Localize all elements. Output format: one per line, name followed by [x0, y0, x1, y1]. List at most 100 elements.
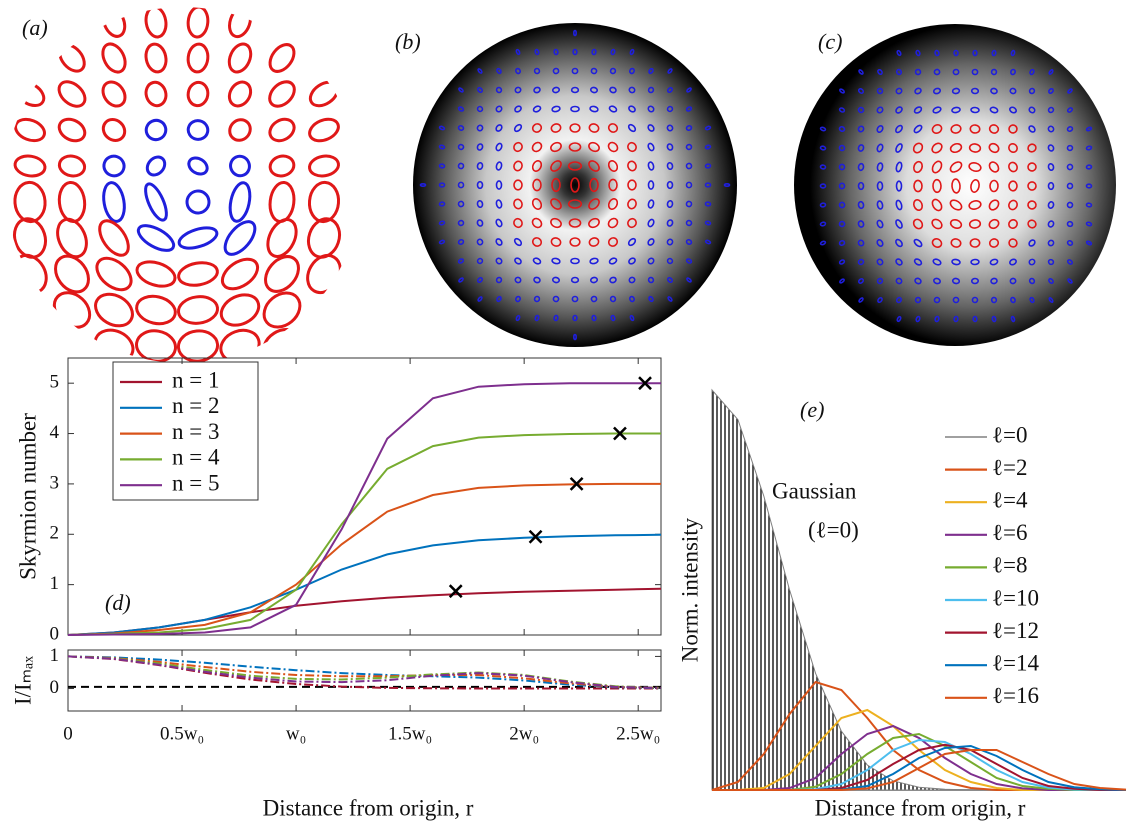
- legend-label: ℓ=8: [992, 553, 1028, 578]
- legend-label: ℓ=16: [992, 683, 1039, 708]
- legend-label: ℓ=6: [992, 520, 1028, 545]
- panel-label: (c): [818, 29, 842, 54]
- polarization-ellipse: [7, 250, 52, 299]
- polarization-ellipse: [144, 6, 168, 39]
- polarization-ellipse: [49, 250, 96, 299]
- polarization-ellipse: [257, 323, 306, 369]
- y-tick-label: 1: [50, 645, 60, 666]
- polarization-ellipse: [91, 252, 137, 296]
- polarization-ellipse: [306, 115, 341, 145]
- polarization-ellipse: [90, 324, 138, 367]
- polarization-ellipse: [90, 288, 138, 332]
- polarization-ellipse: [183, 187, 214, 218]
- polarization-ellipse: [13, 181, 46, 222]
- polarization-ellipse: [55, 115, 88, 145]
- panel-b-disk: [413, 23, 737, 347]
- x-tick-label: 0: [63, 723, 73, 744]
- legend-label: n = 2: [172, 393, 219, 418]
- x-tick-label: w₀: [286, 723, 306, 744]
- polarization-ellipse: [101, 181, 127, 223]
- polarization-ellipse: [186, 155, 210, 178]
- polarization-ellipse: [227, 181, 253, 223]
- y-axis-label: Skyrmion number: [15, 413, 40, 580]
- polarization-ellipse: [216, 289, 263, 331]
- x-tick-label: 0.5w₀: [160, 723, 204, 744]
- polarization-ellipse: [47, 286, 96, 335]
- polarization-ellipse: [186, 119, 210, 142]
- polarization-ellipse: [262, 215, 302, 261]
- y-tick-label: 3: [50, 472, 60, 493]
- series-line: [68, 535, 661, 635]
- polarization-ellipse: [268, 181, 296, 223]
- polarization-ellipse: [216, 325, 263, 367]
- y-tick-label: 2: [50, 523, 60, 544]
- polarization-ellipse: [308, 181, 340, 223]
- polarization-ellipse: [306, 77, 342, 110]
- polarization-ellipse: [257, 286, 306, 334]
- legend-label: n = 5: [172, 470, 219, 495]
- x-tick-label: 1.5w₀: [388, 723, 432, 744]
- polarization-ellipse: [217, 253, 263, 295]
- polarization-ellipse: [57, 181, 86, 223]
- legend-label: n = 3: [172, 419, 219, 444]
- polarization-ellipse: [141, 181, 170, 223]
- y-axis-label: Norm. intensity: [677, 517, 702, 662]
- polarization-ellipse: [220, 216, 261, 259]
- legend-label: ℓ=0: [992, 422, 1028, 447]
- legend-label: ℓ=14: [992, 650, 1039, 675]
- panel-label: (a): [22, 15, 48, 40]
- polarization-ellipse: [55, 40, 89, 76]
- gaussian-area: [712, 390, 1126, 790]
- x-axis-label: Distance from origin, r: [815, 795, 1026, 820]
- polarization-ellipse: [134, 328, 178, 364]
- polarization-ellipse: [134, 257, 178, 290]
- polarization-ellipse: [177, 294, 219, 325]
- panel-label: (b): [395, 29, 421, 54]
- polarization-ellipse: [265, 77, 299, 111]
- polarization-ellipse: [268, 154, 296, 179]
- polarization-ellipse: [99, 115, 129, 145]
- polarization-ellipse: [143, 80, 168, 108]
- legend-label: ℓ=4: [992, 487, 1028, 512]
- legend-label: ℓ=12: [992, 618, 1039, 643]
- polarization-ellipse: [265, 40, 299, 76]
- polarization-ellipse: [98, 78, 129, 111]
- polarization-ellipse: [144, 154, 169, 179]
- polarization-ellipse: [143, 117, 169, 143]
- polarization-ellipse: [94, 216, 134, 261]
- polarization-ellipse: [187, 81, 210, 107]
- legend-label: n = 1: [172, 367, 219, 392]
- polarization-ellipse: [226, 115, 255, 144]
- polarization-ellipse: [101, 153, 127, 178]
- polarization-ellipse: [12, 115, 47, 144]
- x-tick-label: 2.5w₀: [616, 723, 660, 744]
- cross-marker: [450, 585, 462, 597]
- polarization-ellipse: [225, 41, 255, 76]
- y-tick-label: 5: [50, 372, 60, 393]
- y-tick-label: 0: [50, 623, 60, 644]
- polarization-ellipse: [12, 78, 48, 111]
- polarization-ellipse: [177, 224, 220, 252]
- polarization-ellipse: [301, 249, 347, 298]
- panel-label: (e): [800, 397, 824, 422]
- polarization-ellipse: [99, 4, 129, 39]
- figure: (a) (b) (c) 012345Skyrmion number(d)n = …: [0, 0, 1129, 825]
- polarization-ellipse: [144, 42, 169, 73]
- legend-label: ℓ=10: [992, 585, 1039, 610]
- polarization-ellipse: [187, 6, 209, 38]
- polarization-ellipse: [266, 115, 298, 145]
- polarization-ellipse: [225, 78, 255, 110]
- polarization-ellipse: [177, 260, 219, 288]
- annotation: (ℓ=0): [808, 517, 859, 542]
- series-line: [68, 434, 661, 636]
- polarization-ellipse: [98, 40, 129, 76]
- panel-a-field: [7, 4, 347, 369]
- polarization-ellipse: [135, 221, 178, 256]
- panel-label: (d): [105, 590, 131, 615]
- y-axis-label: I/Iₘₐₓ: [10, 656, 35, 705]
- series-line: [68, 383, 661, 635]
- polarization-ellipse: [14, 154, 47, 178]
- annotation: Gaussian: [772, 478, 857, 503]
- y-tick-label: 4: [50, 422, 60, 443]
- polarization-ellipse: [187, 43, 210, 73]
